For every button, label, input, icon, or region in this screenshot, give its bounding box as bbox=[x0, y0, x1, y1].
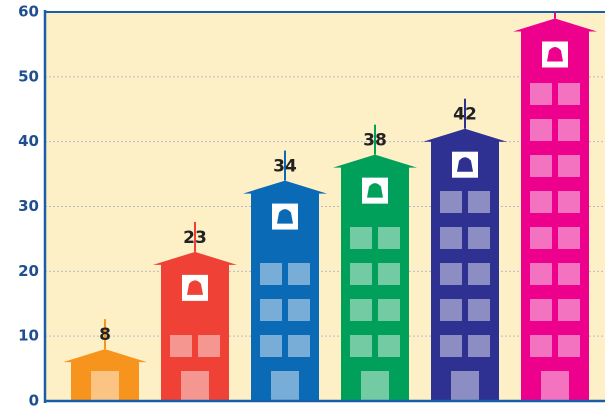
window bbox=[558, 335, 580, 357]
window bbox=[288, 335, 310, 357]
window bbox=[378, 263, 400, 285]
bar bbox=[63, 349, 147, 401]
window bbox=[288, 299, 310, 321]
y-tick-label: 30 bbox=[18, 197, 39, 215]
window bbox=[440, 299, 462, 321]
window bbox=[378, 227, 400, 249]
value-label: 59 bbox=[543, 0, 567, 14]
window bbox=[558, 191, 580, 213]
window bbox=[558, 227, 580, 249]
window bbox=[350, 227, 372, 249]
bell bbox=[547, 46, 563, 62]
window bbox=[530, 299, 552, 321]
window bbox=[260, 263, 282, 285]
bell bbox=[367, 183, 383, 198]
window bbox=[530, 83, 552, 105]
value-label: 42 bbox=[453, 105, 477, 125]
window bbox=[468, 227, 490, 249]
window bbox=[440, 227, 462, 249]
door bbox=[91, 371, 119, 401]
y-tick-label: 20 bbox=[18, 262, 39, 280]
y-tick-label: 10 bbox=[18, 327, 39, 345]
window bbox=[260, 299, 282, 321]
window bbox=[558, 119, 580, 141]
value-label: 8 bbox=[99, 325, 111, 345]
window bbox=[558, 263, 580, 285]
window bbox=[530, 155, 552, 177]
window bbox=[468, 299, 490, 321]
bell bbox=[277, 209, 293, 224]
bar bbox=[153, 251, 237, 401]
bell bbox=[457, 157, 473, 172]
window bbox=[530, 263, 552, 285]
window bbox=[170, 335, 192, 357]
window bbox=[288, 263, 310, 285]
window bbox=[558, 299, 580, 321]
door bbox=[541, 371, 569, 401]
bar bbox=[423, 128, 507, 401]
window bbox=[440, 263, 462, 285]
window bbox=[468, 191, 490, 213]
door bbox=[181, 371, 209, 401]
bar bbox=[333, 154, 417, 401]
y-tick-label: 40 bbox=[18, 132, 39, 150]
window bbox=[558, 83, 580, 105]
window bbox=[198, 335, 220, 357]
y-tick-label: 50 bbox=[18, 67, 39, 85]
window bbox=[468, 263, 490, 285]
window bbox=[440, 335, 462, 357]
y-tick-label: 0 bbox=[29, 392, 39, 408]
window bbox=[558, 155, 580, 177]
door bbox=[451, 371, 479, 401]
bar bbox=[243, 180, 327, 401]
window bbox=[350, 299, 372, 321]
window bbox=[350, 263, 372, 285]
value-label: 34 bbox=[273, 157, 297, 177]
window bbox=[530, 191, 552, 213]
window bbox=[378, 299, 400, 321]
window bbox=[468, 335, 490, 357]
value-label: 38 bbox=[363, 131, 387, 151]
door bbox=[271, 371, 299, 401]
door bbox=[361, 371, 389, 401]
window bbox=[440, 191, 462, 213]
y-tick-label: 60 bbox=[18, 3, 39, 21]
value-label: 23 bbox=[183, 228, 207, 248]
window bbox=[530, 335, 552, 357]
window bbox=[350, 335, 372, 357]
window bbox=[530, 119, 552, 141]
window bbox=[530, 227, 552, 249]
bell bbox=[187, 280, 203, 295]
bar bbox=[513, 18, 597, 401]
window bbox=[378, 335, 400, 357]
window bbox=[260, 335, 282, 357]
